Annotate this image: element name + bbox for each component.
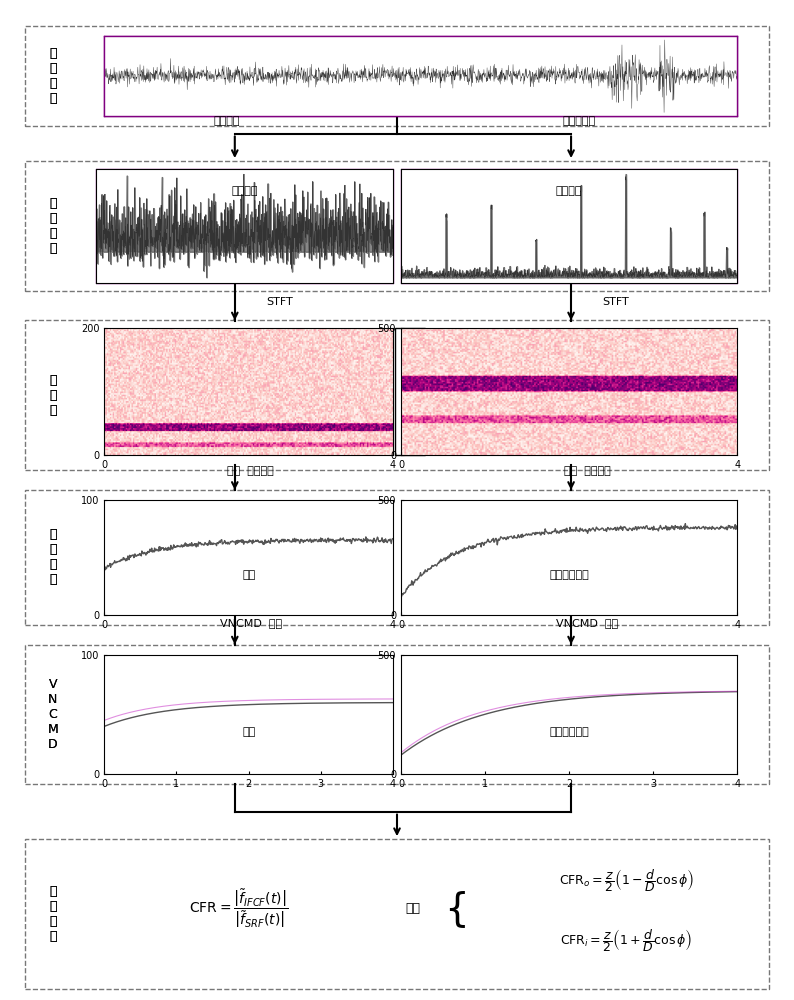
Bar [104, 36, 737, 116]
Text: STFT: STFT [267, 297, 293, 307]
Text: 振
动
信
号: 振 动 信 号 [49, 47, 56, 105]
Bar [25, 839, 769, 989]
Text: V
N
C
M
D: V N C M D [48, 678, 58, 751]
Text: VNCMD  优化: VNCMD 优化 [556, 618, 618, 628]
Text: 脊
线
提
取: 脊 线 提 取 [49, 528, 56, 586]
Bar [25, 320, 769, 470]
Text: VNCMD  优化: VNCMD 优化 [220, 618, 282, 628]
Text: {: { [444, 890, 468, 928]
Text: $\mathrm{CFR}_i=\dfrac{z}{2}\left(1+\dfrac{d}{D}\cos\phi\right)$: $\mathrm{CFR}_i=\dfrac{z}{2}\left(1+\dfr… [561, 927, 692, 954]
Text: 低通滤波: 低通滤波 [214, 116, 240, 126]
Bar [25, 645, 769, 784]
Text: $\mathrm{CFR}_o=\dfrac{z}{2}\left(1-\dfrac{d}{D}\cos\phi\right)$: $\mathrm{CFR}_o=\dfrac{z}{2}\left(1-\dfr… [559, 867, 694, 894]
Text: V
N
C
M
D: V N C M D [48, 678, 58, 751]
Text: 脊
线
提
取: 脊 线 提 取 [49, 528, 56, 586]
Text: 粗略  脊线提取: 粗略 脊线提取 [227, 466, 274, 476]
Text: STFT: STFT [603, 297, 630, 307]
Bar [401, 169, 737, 283]
Text: 阶
次
计
算: 阶 次 计 算 [49, 885, 56, 943]
Bar [25, 490, 769, 625]
Bar [25, 161, 769, 291]
Bar [25, 26, 769, 126]
Bar [395, 328, 425, 455]
Text: 快速谱峭度: 快速谱峭度 [562, 116, 596, 126]
Text: 包
络
信
号: 包 络 信 号 [49, 197, 56, 255]
Text: 包
络
信
号: 包 络 信 号 [49, 197, 56, 255]
Text: 阶
次
计
算: 阶 次 计 算 [49, 885, 56, 943]
Text: 对比: 对比 [405, 902, 420, 915]
Text: 时
频
图: 时 频 图 [49, 374, 56, 417]
Text: $\mathrm{CFR}=\dfrac{\left|\tilde{f}_{IFCF}(t)\right|}{\left|\tilde{f}_{SRF}(t)\: $\mathrm{CFR}=\dfrac{\left|\tilde{f}_{IF… [189, 888, 288, 930]
Text: 粗略  脊线提取: 粗略 脊线提取 [564, 466, 611, 476]
Text: 振
动
信
号: 振 动 信 号 [49, 47, 56, 105]
Text: 时
频
图: 时 频 图 [49, 374, 56, 417]
Bar [96, 169, 393, 283]
